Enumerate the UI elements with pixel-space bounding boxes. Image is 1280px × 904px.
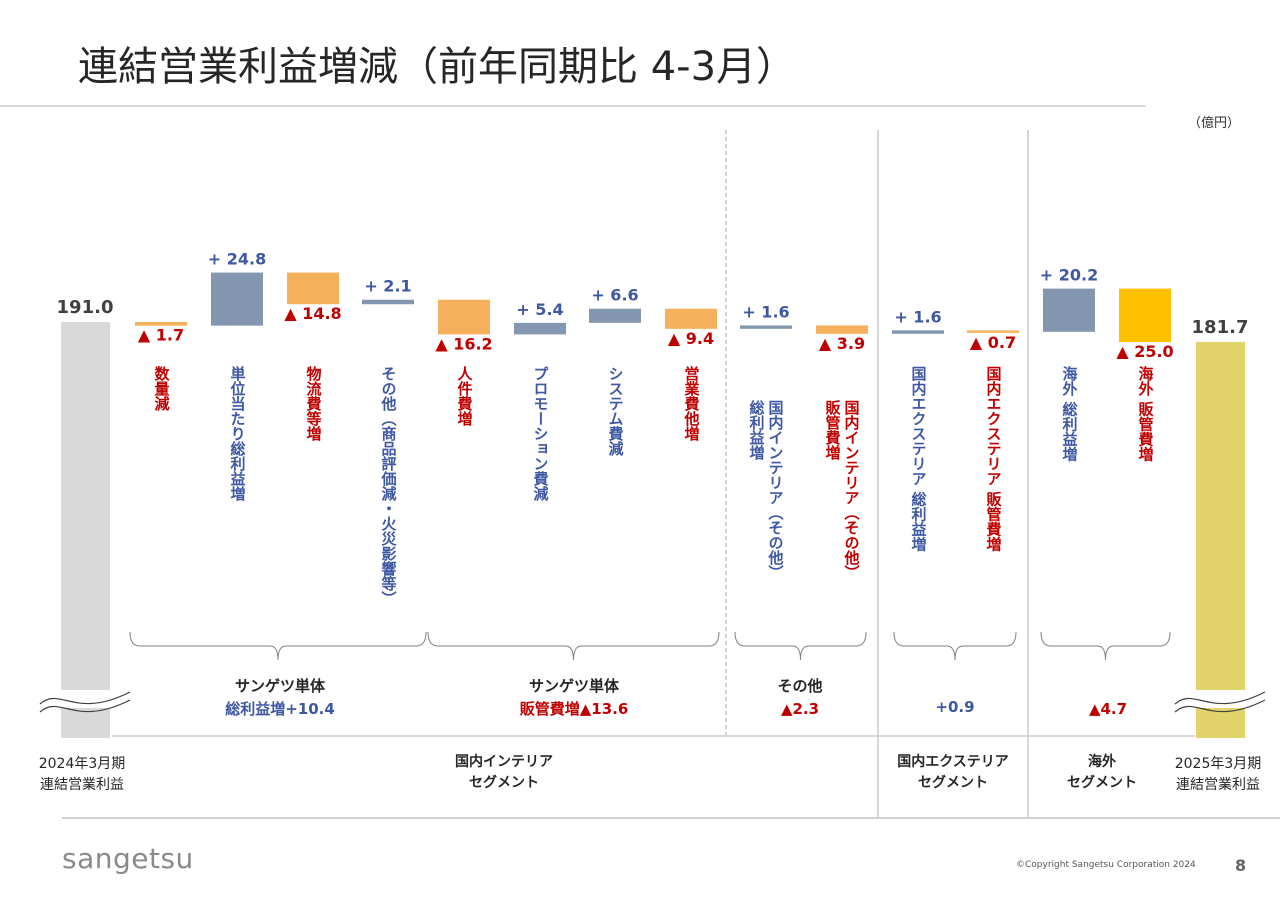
step-bar bbox=[287, 272, 339, 305]
step-bar bbox=[1043, 288, 1095, 332]
subtotal-title: サンゲツ単体 bbox=[529, 677, 620, 695]
start-axis-label: 2024年3月期 bbox=[39, 756, 126, 772]
step-bar bbox=[740, 325, 792, 329]
step-bar bbox=[1119, 288, 1171, 343]
step-bar bbox=[135, 322, 187, 326]
axis-break-mask bbox=[58, 690, 112, 708]
page-number: 8 bbox=[1235, 856, 1247, 875]
segment-label: セグメント bbox=[918, 774, 988, 791]
copyright-text: ©Copyright Sangetsu Corporation 2024 bbox=[1016, 860, 1196, 870]
group-brace bbox=[893, 631, 1017, 661]
step-bar bbox=[438, 299, 490, 335]
subtotal-value: 販管費増▲13.6 bbox=[520, 700, 629, 718]
group-brace bbox=[427, 631, 720, 661]
segment-label: セグメント bbox=[469, 774, 539, 791]
axis-break-line bbox=[1174, 691, 1266, 705]
step-bar bbox=[589, 308, 641, 323]
step-description: 国内エクステリア 販管費増 bbox=[985, 366, 1003, 552]
step-value-label: ▲ 25.0 bbox=[1116, 342, 1173, 361]
title-divider bbox=[0, 105, 1146, 107]
step-description: 国内インテリア（その他） bbox=[843, 400, 861, 580]
step-value-label: + 5.4 bbox=[516, 300, 563, 319]
group-brace bbox=[129, 631, 427, 661]
step-description: 国内エクステリア 総利益増 bbox=[910, 366, 928, 552]
step-description: 販管費増 bbox=[824, 399, 842, 461]
start-bar bbox=[61, 322, 110, 738]
step-value-label: + 6.6 bbox=[591, 286, 638, 305]
step-bar bbox=[816, 325, 868, 334]
step-bar bbox=[362, 299, 414, 305]
step-value-label: ▲ 16.2 bbox=[435, 334, 492, 353]
subtotal-value: +0.9 bbox=[935, 698, 974, 716]
step-value-label: ▲ 1.7 bbox=[138, 326, 184, 345]
step-description: 物流費等増 bbox=[305, 365, 323, 442]
sangetsu-logo: sangetsu bbox=[62, 842, 194, 875]
step-value-label: + 2.1 bbox=[364, 277, 411, 296]
step-description: 人件費増 bbox=[456, 366, 474, 427]
step-description: プロモーション費減 bbox=[532, 366, 550, 502]
step-description: 海外 販管費増 bbox=[1137, 365, 1155, 462]
step-bar bbox=[665, 308, 717, 329]
segment-label: 国内エクステリア bbox=[897, 753, 1009, 770]
step-bar bbox=[211, 272, 263, 326]
end-axis-label: 連結営業利益 bbox=[1176, 777, 1260, 793]
axis-break-line bbox=[39, 699, 131, 713]
subtotal-value: ▲4.7 bbox=[1089, 700, 1127, 718]
axis-break-mask bbox=[1193, 690, 1247, 708]
start-value-label: 191.0 bbox=[57, 297, 114, 318]
step-value-label: ▲ 9.4 bbox=[668, 329, 714, 348]
end-bar bbox=[1196, 341, 1245, 738]
step-value-label: ▲ 14.8 bbox=[284, 304, 341, 323]
step-value-label: + 20.2 bbox=[1040, 266, 1098, 285]
subtotal-value: ▲2.3 bbox=[781, 700, 819, 718]
start-axis-label: 連結営業利益 bbox=[40, 777, 124, 793]
axis-break-line bbox=[1174, 699, 1266, 713]
step-description: 営業費他増 bbox=[683, 365, 701, 442]
step-value-label: + 24.8 bbox=[208, 250, 266, 269]
footer-divider bbox=[62, 817, 1280, 819]
step-description: システム費減 bbox=[607, 366, 625, 457]
step-description: 海外 総利益増 bbox=[1061, 365, 1079, 462]
axis-break-line bbox=[39, 691, 131, 705]
unit-label: （億円） bbox=[1187, 116, 1240, 131]
subtotal-title: その他 bbox=[777, 677, 822, 695]
subtotal-value: 総利益増+10.4 bbox=[225, 700, 335, 718]
segment-label: 海外 bbox=[1088, 753, 1116, 770]
step-bar bbox=[892, 330, 944, 334]
step-description: 単位当たり総利益増 bbox=[229, 365, 247, 502]
step-value-label: + 1.6 bbox=[742, 302, 789, 321]
step-bar bbox=[967, 330, 1019, 333]
step-description: 数量減 bbox=[153, 365, 171, 412]
step-value-label: ▲ 3.9 bbox=[819, 334, 865, 353]
page-title: 連結営業利益増減（前年同期比 4-3月） bbox=[78, 44, 797, 90]
end-axis-label: 2025年3月期 bbox=[1175, 756, 1262, 772]
step-description: 総利益増 bbox=[748, 399, 766, 461]
step-description: 国内インテリア（その他） bbox=[767, 400, 785, 580]
group-brace bbox=[1040, 631, 1171, 661]
group-brace bbox=[734, 631, 867, 661]
segment-label: セグメント bbox=[1067, 774, 1137, 791]
subtotal-title: サンゲツ単体 bbox=[235, 677, 326, 695]
step-bar bbox=[514, 322, 566, 335]
step-value-label: + 1.6 bbox=[894, 307, 941, 326]
waterfall-chart: 191.0 181.7 ▲ 1.7 数量減 + 24.8 単位当たり総利益増 ▲ 14.8 物… bbox=[39, 130, 1266, 817]
end-value-label: 181.7 bbox=[1192, 317, 1249, 338]
step-description: その他（商品評価減・火災影響等） bbox=[380, 366, 398, 606]
segment-label: 国内インテリア bbox=[455, 753, 553, 770]
step-value-label: ▲ 0.7 bbox=[970, 333, 1016, 352]
